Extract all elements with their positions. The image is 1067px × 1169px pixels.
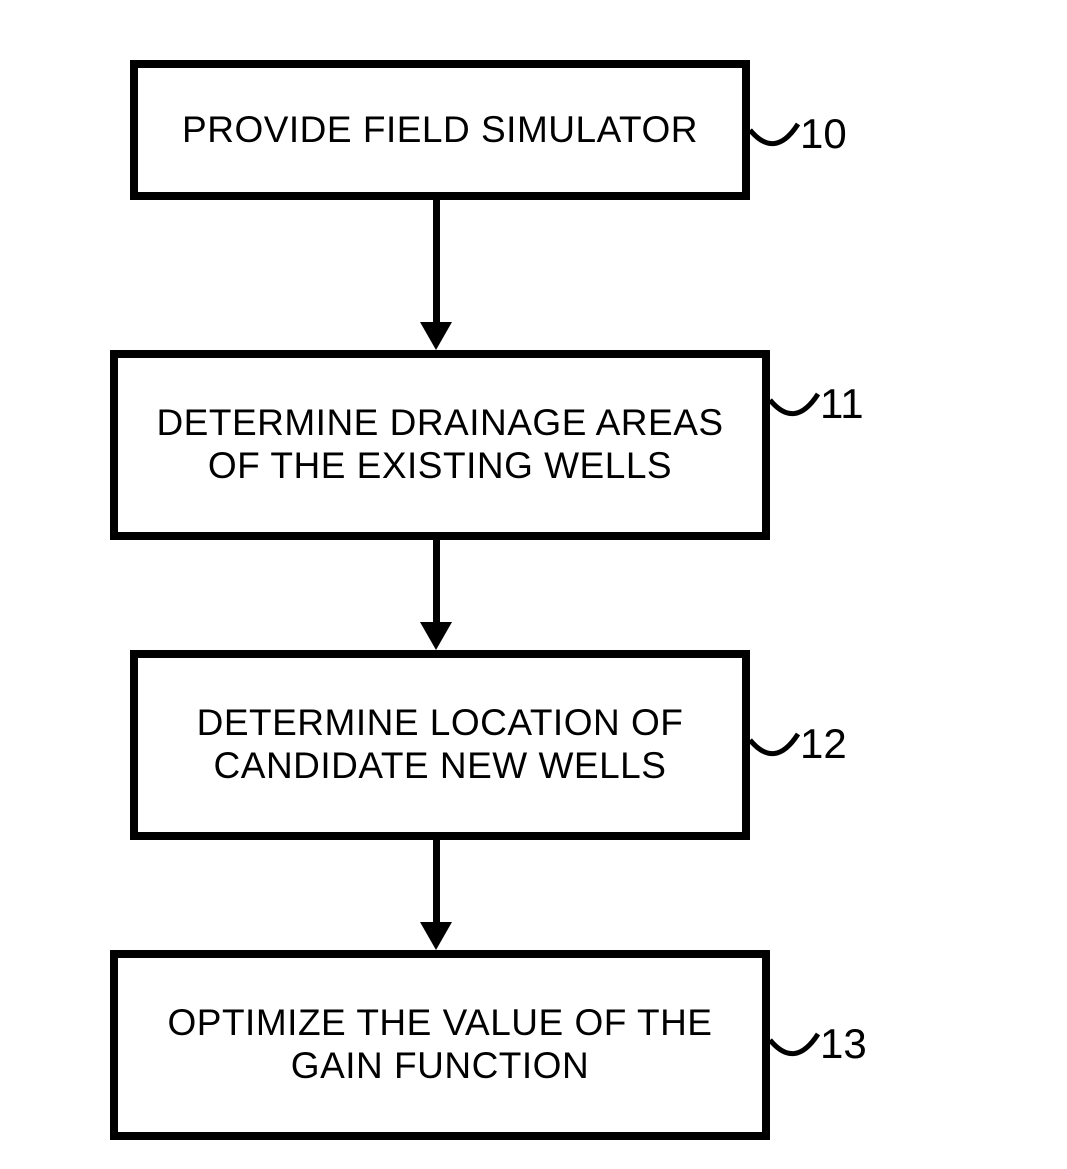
ref-connector — [750, 120, 800, 160]
flow-arrow-head — [420, 322, 452, 350]
flow-node-candidate-wells: DETERMINE LOCATION OF CANDIDATE NEW WELL… — [130, 650, 750, 840]
flow-node-drainage-areas: DETERMINE DRAINAGE AREAS OF THE EXISTING… — [110, 350, 770, 540]
flow-node-label: DETERMINE DRAINAGE AREAS OF THE EXISTING… — [156, 402, 723, 487]
ref-label-13: 13 — [820, 1020, 867, 1068]
ref-connector — [770, 390, 820, 430]
flow-node-label: OPTIMIZE THE VALUE OF THE GAIN FUNCTION — [168, 1002, 713, 1087]
flow-arrow-head — [420, 922, 452, 950]
flow-node-label: DETERMINE LOCATION OF CANDIDATE NEW WELL… — [197, 702, 684, 787]
flow-arrow — [433, 540, 440, 622]
flow-arrow-head — [420, 622, 452, 650]
flow-arrow — [433, 840, 440, 922]
ref-connector — [750, 730, 800, 770]
ref-label-10: 10 — [800, 110, 847, 158]
flow-arrow — [433, 200, 440, 322]
flow-node-label: PROVIDE FIELD SIMULATOR — [182, 109, 698, 152]
flow-node-provide-simulator: PROVIDE FIELD SIMULATOR — [130, 60, 750, 200]
ref-connector — [770, 1030, 820, 1070]
flow-node-optimize-gain: OPTIMIZE THE VALUE OF THE GAIN FUNCTION — [110, 950, 770, 1140]
flowchart-canvas: PROVIDE FIELD SIMULATOR 10 DETERMINE DRA… — [0, 0, 1067, 1169]
ref-label-12: 12 — [800, 720, 847, 768]
ref-label-11: 11 — [820, 380, 864, 428]
